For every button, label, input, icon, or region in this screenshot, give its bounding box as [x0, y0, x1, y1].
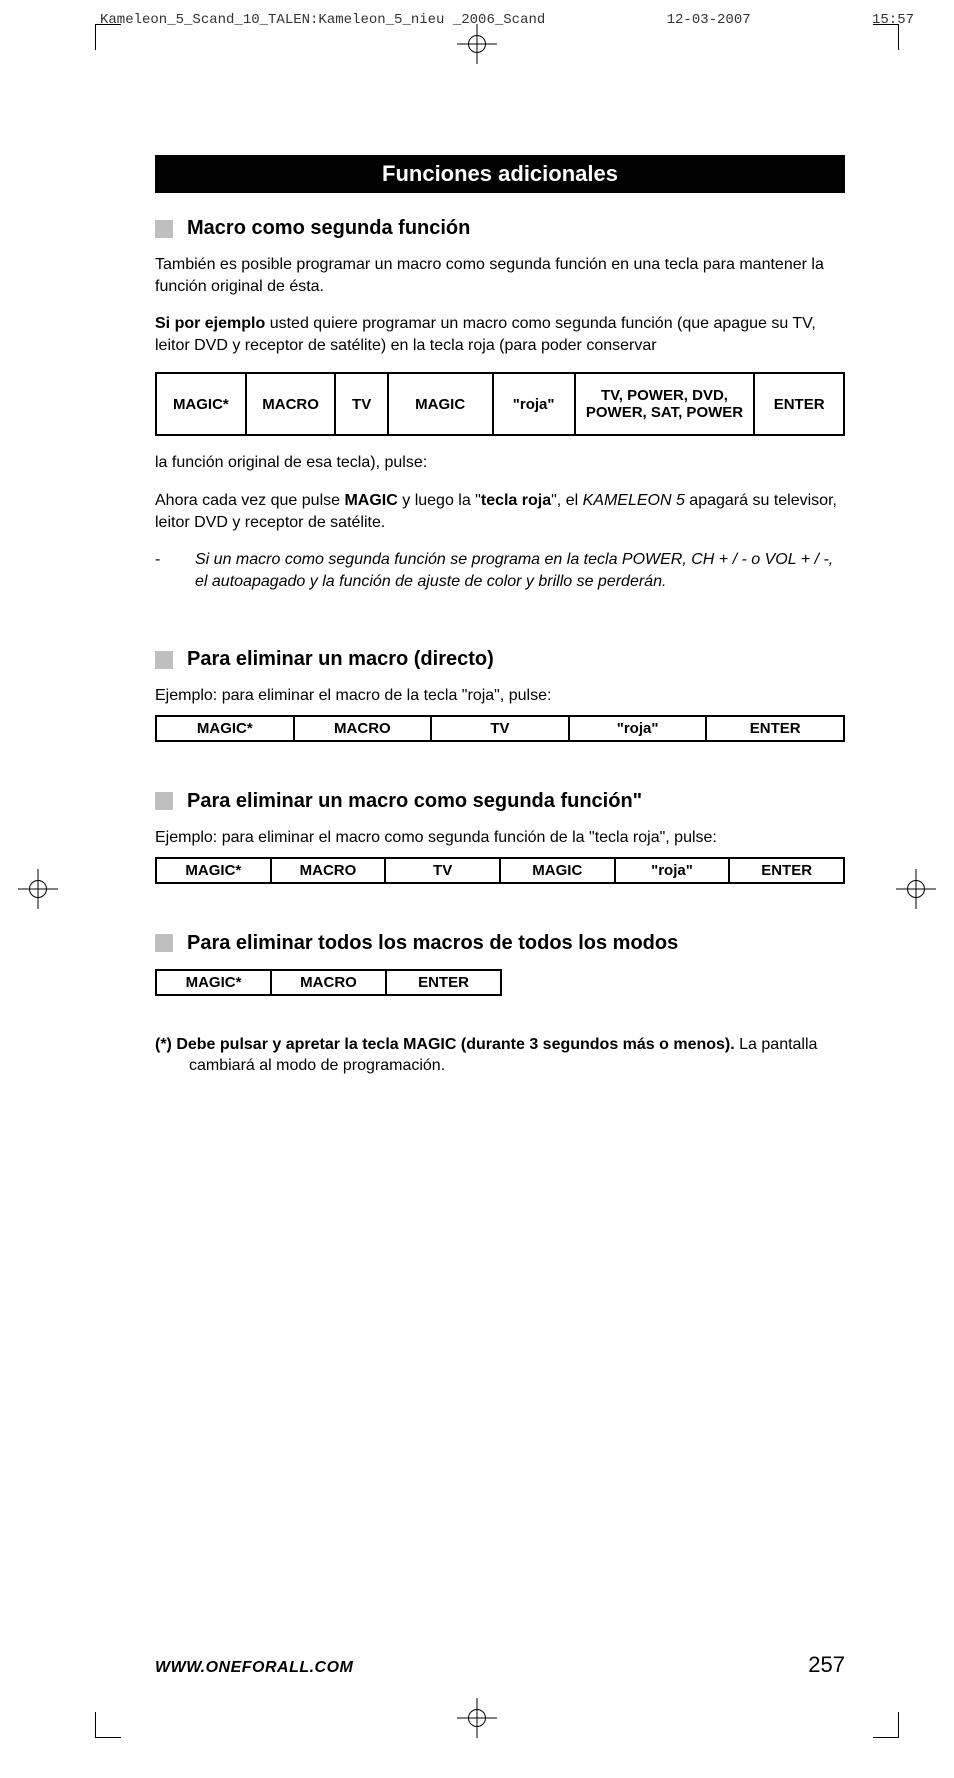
key-cell: "roja"	[493, 373, 575, 435]
italic-text: KAMELEON 5	[583, 492, 685, 509]
key-cell: "roja"	[569, 716, 707, 741]
paragraph: Si por ejemplo usted quiere programar un…	[155, 313, 845, 356]
text: y luego la "	[398, 492, 481, 509]
key-cell: TV	[335, 373, 387, 435]
key-cell: MAGIC	[500, 858, 615, 883]
key-cell: MAGIC	[388, 373, 493, 435]
key-cell: MAGIC*	[156, 716, 294, 741]
text: ", el	[551, 492, 582, 509]
square-bullet-icon	[155, 934, 173, 952]
registration-mark-icon	[457, 1698, 497, 1738]
registration-mark-icon	[896, 869, 936, 909]
note-text: Si un macro como segunda función se prog…	[195, 549, 845, 592]
crop-mark-icon	[95, 24, 121, 50]
footer-url: WWW.ONEFORALL.COM	[155, 1659, 353, 1677]
table-row: MAGIC* MACRO TV "roja" ENTER	[156, 716, 844, 741]
page-content: Funciones adicionales Macro como segunda…	[155, 155, 845, 1077]
print-header: Kameleon_5_Scand_10_TALEN:Kameleon_5_nie…	[100, 12, 914, 28]
key-cell: TV	[431, 716, 569, 741]
bold-text: MAGIC	[344, 492, 397, 509]
section-title: Para eliminar un macro (directo)	[187, 648, 494, 671]
key-cell: MACRO	[294, 716, 432, 741]
key-cell: MAGIC*	[156, 373, 246, 435]
square-bullet-icon	[155, 220, 173, 238]
key-cell: ENTER	[754, 373, 844, 435]
key-cell: ENTER	[706, 716, 844, 741]
key-cell: MAGIC*	[156, 858, 271, 883]
key-sequence-table: MAGIC* MACRO TV "roja" ENTER	[155, 715, 845, 742]
key-cell: MACRO	[271, 970, 386, 995]
page-footer: WWW.ONEFORALL.COM 257	[155, 1652, 845, 1678]
text: Ahora cada vez que pulse	[155, 492, 344, 509]
square-bullet-icon	[155, 792, 173, 810]
section-heading: Para eliminar un macro (directo)	[155, 648, 845, 671]
key-cell: TV	[385, 858, 500, 883]
key-cell: MACRO	[271, 858, 386, 883]
key-cell: ENTER	[386, 970, 501, 995]
key-sequence-table: MAGIC* MACRO ENTER	[155, 969, 502, 996]
key-cell: TV, POWER, DVD, POWER, SAT, POWER	[575, 373, 754, 435]
header-date: 12-03-2007	[667, 12, 751, 28]
section-title: Para eliminar todos los macros de todos …	[187, 932, 678, 955]
paragraph: la función original de esa tecla), pulse…	[155, 452, 845, 474]
key-cell: MAGIC*	[156, 970, 271, 995]
key-sequence-table: MAGIC* MACRO TV MAGIC "roja" TV, POWER, …	[155, 372, 845, 436]
page-title: Funciones adicionales	[155, 155, 845, 193]
note: - Si un macro como segunda función se pr…	[155, 549, 845, 592]
paragraph: Ahora cada vez que pulse MAGIC y luego l…	[155, 490, 845, 533]
paragraph: Ejemplo: para eliminar el macro de la te…	[155, 685, 845, 707]
crop-mark-icon	[873, 1712, 899, 1738]
key-cell: ENTER	[729, 858, 844, 883]
section-heading: Para eliminar un macro como segunda func…	[155, 790, 845, 813]
table-row: MAGIC* MACRO TV MAGIC "roja" ENTER	[156, 858, 844, 883]
registration-mark-icon	[18, 869, 58, 909]
paragraph: Ejemplo: para eliminar el macro como seg…	[155, 827, 845, 849]
note-dash: -	[155, 549, 195, 592]
key-sequence-table: MAGIC* MACRO TV MAGIC "roja" ENTER	[155, 857, 845, 884]
bold-text: Si por ejemplo	[155, 315, 265, 332]
paragraph: También es posible programar un macro co…	[155, 254, 845, 297]
table-row: MAGIC* MACRO ENTER	[156, 970, 501, 995]
crop-mark-icon	[873, 24, 899, 50]
section-heading: Macro como segunda función	[155, 217, 845, 240]
square-bullet-icon	[155, 651, 173, 669]
section-title: Para eliminar un macro como segunda func…	[187, 790, 642, 813]
page-number: 257	[808, 1652, 845, 1678]
key-cell: "roja"	[615, 858, 730, 883]
registration-mark-icon	[457, 24, 497, 64]
table-row: MAGIC* MACRO TV MAGIC "roja" TV, POWER, …	[156, 373, 844, 435]
section-heading: Para eliminar todos los macros de todos …	[155, 932, 845, 955]
section-title: Macro como segunda función	[187, 217, 470, 240]
bold-text: (*) Debe pulsar y apretar la tecla MAGIC…	[155, 1036, 735, 1053]
footnote: (*) Debe pulsar y apretar la tecla MAGIC…	[155, 1034, 845, 1077]
key-cell: MACRO	[246, 373, 336, 435]
crop-mark-icon	[95, 1712, 121, 1738]
bold-text: tecla roja	[481, 492, 551, 509]
